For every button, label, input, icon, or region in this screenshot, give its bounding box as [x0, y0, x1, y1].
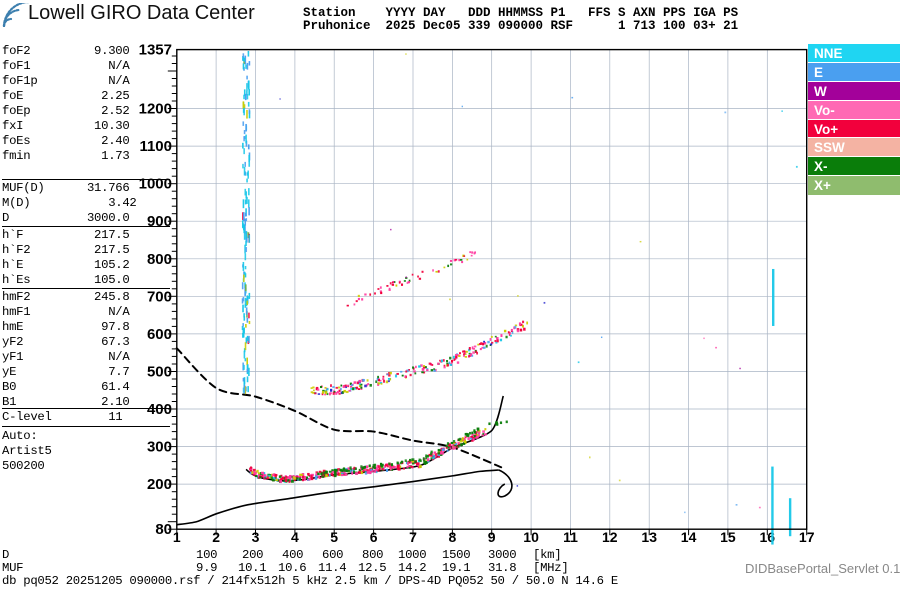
svg-text:12: 12 — [602, 529, 618, 545]
svg-text:400: 400 — [147, 401, 172, 418]
svg-text:11: 11 — [563, 529, 578, 545]
svg-text:9: 9 — [488, 529, 496, 545]
svg-text:700: 700 — [147, 288, 172, 305]
svg-text:4: 4 — [291, 529, 299, 545]
svg-text:1100: 1100 — [139, 138, 172, 155]
svg-text:80: 80 — [155, 521, 172, 538]
svg-text:1357: 1357 — [139, 42, 172, 59]
svg-text:8: 8 — [449, 529, 457, 545]
svg-text:1000: 1000 — [139, 176, 172, 193]
svg-text:1200: 1200 — [139, 101, 172, 118]
svg-text:10: 10 — [523, 529, 539, 545]
svg-text:800: 800 — [147, 251, 172, 268]
svg-text:7: 7 — [409, 529, 417, 545]
svg-text:500: 500 — [147, 364, 172, 381]
svg-text:15: 15 — [720, 529, 736, 545]
svg-text:900: 900 — [147, 213, 172, 230]
svg-text:6: 6 — [370, 529, 378, 545]
svg-text:200: 200 — [147, 476, 172, 493]
svg-text:14: 14 — [681, 529, 697, 545]
svg-text:600: 600 — [147, 326, 172, 343]
svg-text:5: 5 — [330, 529, 338, 545]
svg-text:3: 3 — [252, 529, 260, 545]
svg-text:17: 17 — [799, 529, 815, 545]
svg-text:2: 2 — [212, 529, 220, 545]
svg-text:1: 1 — [173, 529, 181, 545]
svg-text:13: 13 — [641, 529, 657, 545]
svg-text:300: 300 — [147, 439, 172, 456]
